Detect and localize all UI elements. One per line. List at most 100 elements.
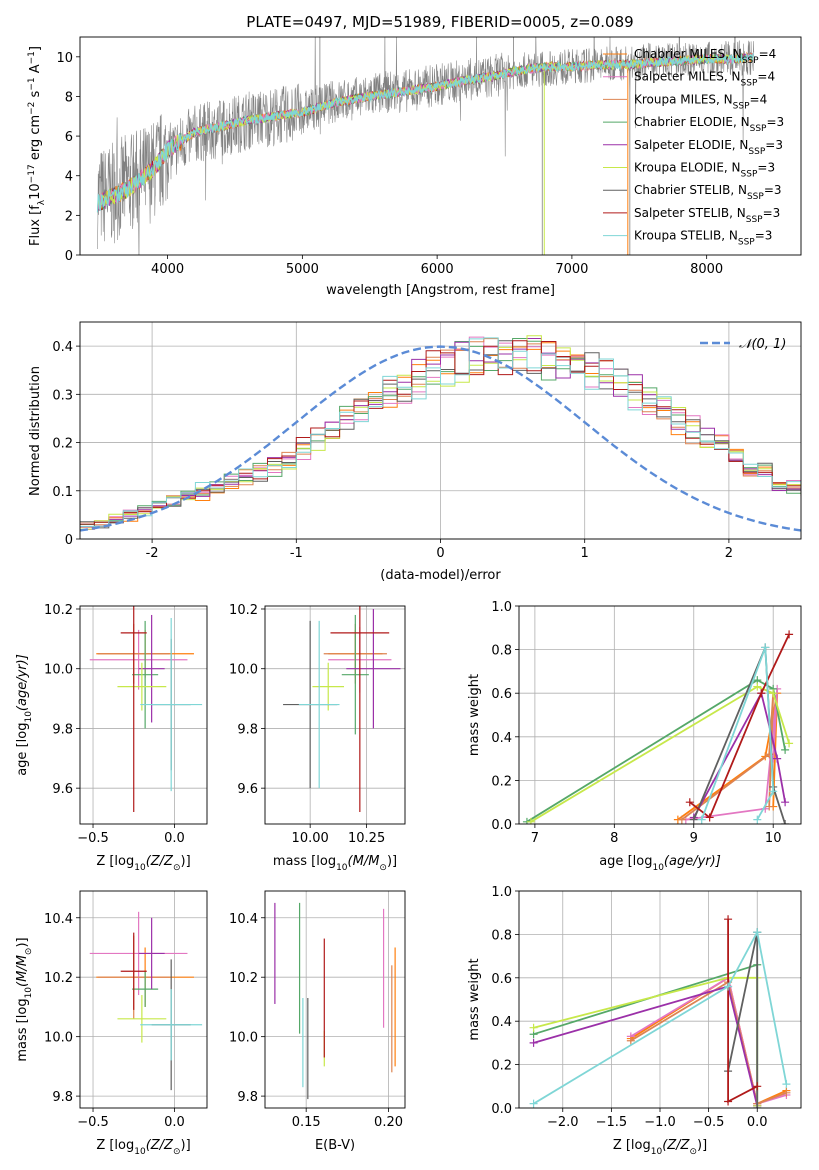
xlabel-part: Z [log	[96, 1138, 134, 1153]
x-tick-label: 0.20	[374, 1115, 403, 1130]
x-tick-label: 10.00	[292, 831, 329, 846]
legend-label-sub: SSP	[733, 101, 750, 111]
weight-line-series-1	[685, 688, 779, 821]
age_vs_Z-plot	[89, 606, 203, 813]
x-tick-label: -2	[146, 546, 159, 561]
weight-marker-series-7	[757, 689, 766, 698]
y-axis-label: mass weight	[467, 958, 482, 1040]
histogram-series-1	[80, 336, 801, 530]
xlabel-part: 10	[652, 863, 664, 873]
x-tick-label: 8	[610, 831, 618, 846]
xlabel-part: )]	[181, 1138, 191, 1153]
xlabel-part: 10	[651, 1147, 663, 1157]
xlabel-part: (Z/Z	[146, 1138, 174, 1153]
legend-entry: Chabrier ELODIE, NSSP=3	[634, 115, 784, 134]
ylabel-part: 10	[28, 183, 43, 200]
weight-marker-series-5	[785, 739, 794, 748]
y-tick-label: 10.2	[229, 603, 258, 618]
y-tick-label: 0.2	[52, 437, 73, 452]
x-tick-label: −1.5	[596, 1115, 628, 1130]
legend-entry: Salpeter STELIB, NSSP=3	[634, 206, 780, 225]
mass_vs_Z-plot	[89, 911, 203, 1091]
legend-entry: Salpeter MILES, NSSP=4	[634, 70, 775, 89]
y-tick-label: 0.4	[491, 731, 512, 746]
histogram-series-5	[80, 335, 801, 530]
axes-residuals: -2 -1 0 1 2 0 0.1 0.2 0.3 0.4 𝒩(0, 1) (data-model)/…	[28, 321, 802, 583]
weight-marker-series-6	[689, 815, 698, 824]
y-tick-label: 10.2	[44, 603, 73, 618]
weight-marker-series-8	[753, 928, 762, 937]
ylabel-part: λ	[37, 199, 47, 205]
axes-age_vs_Z: −0.5 0.09.69.810.010.2Z [log10(Z/Z⊙)]age …	[15, 603, 208, 873]
weight-marker-series-7	[753, 1082, 762, 1091]
x-axis-label: Z [log10(Z/Z⊙)]	[613, 1138, 707, 1157]
legend-label: Chabrier ELODIE, N	[634, 115, 750, 129]
legend-label-sub: SSP	[748, 147, 765, 157]
weight-marker-series-2	[782, 1088, 791, 1097]
ylabel-part: −17	[27, 164, 37, 183]
y-tick-label: 9.6	[52, 782, 73, 797]
x-tick-label: 0	[436, 546, 444, 561]
y-tick-label: 0.6	[491, 687, 512, 702]
histogram-series-2	[80, 338, 801, 526]
x-tick-label: 0.0	[164, 1115, 185, 1130]
axes-spectrum: 4000 5000 6000 7000 8000 0 2 4 6 8 10 Chabrier MILE…	[27, 36, 802, 298]
axes-age_vs_mass: 10.00 10.25 9.6 9.8 10.0 10.2 mass [log10(M/M⊙…	[229, 603, 406, 873]
weight-line-series-5	[530, 685, 790, 823]
weight-marker-series-2	[626, 1036, 635, 1045]
xlabel-part: Z [log	[96, 854, 134, 869]
weight-marker-series-5	[769, 689, 778, 698]
x-tick-label: 0.15	[292, 1115, 321, 1130]
axes-mass_vs_EBV: 0.15 0.20 9.8 10.0 10.2 10.4 E(B-V)	[229, 890, 406, 1153]
y-axis-label: mass weight	[467, 674, 482, 756]
y-axis-label: Normed distribution	[28, 366, 43, 496]
x-tick-label: −1.0	[644, 1115, 676, 1130]
legend-entry: Kroupa STELIB, NSSP=3	[634, 229, 772, 248]
legend-label-sub: SSP	[750, 124, 767, 134]
weight-marker-series-4	[773, 754, 782, 763]
y-axis-label: age [log10(age/yr)]	[15, 654, 34, 776]
x-tick-label: 0.0	[747, 1115, 768, 1130]
y-tick-label: 0.8	[491, 928, 512, 943]
x-tick-label: 7	[531, 831, 539, 846]
y-tick-label: 0.4	[52, 340, 73, 355]
y-tick-label: 0.8	[491, 644, 512, 659]
weight-marker-series-7	[724, 1097, 733, 1106]
x-tick-label: 10	[765, 831, 782, 846]
legend-label: Chabrier MILES, N	[634, 47, 742, 61]
weight-marker-series-6	[753, 1104, 762, 1108]
ylabel-part: (M/M	[15, 955, 30, 987]
x-tick-label: 9	[690, 831, 698, 846]
legend-label: Salpeter MILES, N	[634, 70, 741, 84]
legend-label-tail: =4	[759, 47, 777, 61]
axes-mass_vs_Z: −0.5 0.09.810.010.210.4Z [log10(Z/Z⊙)]mas…	[15, 890, 208, 1157]
model-spectrum-series-8	[96, 52, 754, 213]
weight-marker-series-3	[781, 745, 790, 754]
weight-marker-series-7	[785, 630, 794, 639]
y-tick-label: 10.2	[229, 971, 258, 986]
y-tick-label: 10	[56, 51, 73, 66]
legend-label-tail: =3	[763, 206, 781, 220]
weight-marker-series-2	[677, 815, 686, 824]
weight-marker-series-7	[705, 813, 714, 822]
x-axis-label: Z [log10(Z/Z⊙)]	[96, 854, 190, 873]
y-tick-label: 0.2	[491, 1059, 512, 1074]
y-tick-label: 0.4	[491, 1015, 512, 1030]
y-tick-label: 10.0	[229, 1031, 258, 1046]
legend-label: Salpeter STELIB, N	[634, 206, 746, 220]
y-tick-label: 0.0	[491, 1102, 512, 1117]
legend-label-sub: SSP	[742, 56, 759, 66]
y-tick-label: 0.3	[52, 388, 73, 403]
weight-line-series-7	[689, 633, 790, 819]
y-tick-label: 10.0	[44, 663, 73, 678]
axes-frame	[264, 890, 406, 1109]
xlabel-part: (Z/Z	[662, 1138, 690, 1153]
x-tick-label: 6000	[421, 262, 454, 277]
axes-weight_vs_Z: −2.0 −1.5 −1.0 −0.5 0.0 0.0 0.2 0.4 0.6 0.8 1.0 Z […	[467, 885, 802, 1157]
xlabel-part: 10	[336, 863, 348, 873]
xlabel-part: ⊙	[379, 863, 387, 873]
y-tick-label: 9.8	[237, 722, 258, 737]
legend-label-tail: =3	[765, 138, 783, 152]
y-tick-label: 0.0	[491, 818, 512, 833]
legend-label-sub: SSP	[747, 192, 764, 202]
